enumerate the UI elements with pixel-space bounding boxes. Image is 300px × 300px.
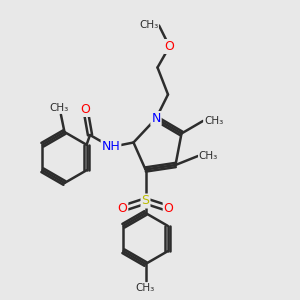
Text: O: O	[165, 40, 174, 53]
Text: CH₃: CH₃	[204, 116, 223, 126]
Text: CH₃: CH₃	[136, 283, 155, 293]
Text: O: O	[164, 202, 173, 215]
Text: CH₃: CH₃	[199, 151, 218, 161]
Text: S: S	[142, 194, 149, 208]
Text: CH₃: CH₃	[50, 103, 69, 113]
Text: O: O	[118, 202, 127, 215]
Text: NH: NH	[102, 140, 120, 154]
Text: N: N	[151, 112, 161, 125]
Text: O: O	[81, 103, 90, 116]
Text: CH₃: CH₃	[139, 20, 158, 31]
